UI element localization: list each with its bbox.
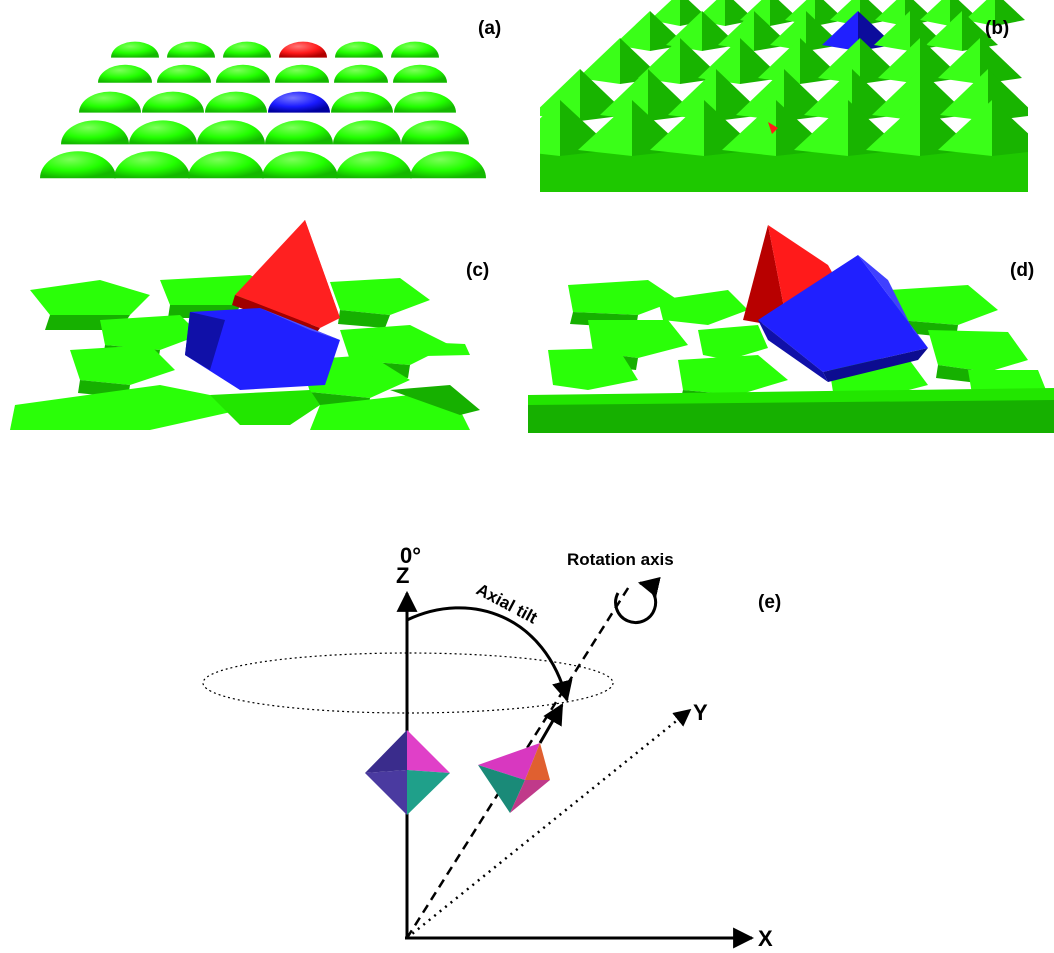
pyramid-face [872, 69, 920, 121]
pyramid-face [926, 11, 962, 51]
hemisphere [335, 41, 383, 58]
hemisphere [394, 91, 456, 113]
hemisphere [410, 151, 486, 179]
panel-a-label: (a) [478, 18, 502, 39]
tilt-direction-arrow [538, 703, 564, 744]
pyramid-array-image [540, 0, 1028, 192]
rotation-axis-line [405, 584, 632, 939]
pyramid-face [995, 0, 1025, 26]
pyramid-grid [540, 0, 1028, 156]
pyramid-face [698, 38, 740, 84]
y-axis [406, 708, 692, 939]
tilted-octahedron [478, 743, 550, 813]
hemisphere [334, 64, 388, 83]
pyramid-face [938, 38, 980, 84]
pyramid-face [650, 100, 704, 156]
rotation-circle-arrow [614, 576, 661, 624]
hemisphere [275, 64, 329, 83]
hemisphere [142, 91, 204, 113]
pyramid-face [666, 11, 702, 51]
hemisphere [262, 151, 338, 179]
hemisphere [401, 120, 469, 145]
hemisphere [393, 64, 447, 83]
hemisphere [265, 120, 333, 145]
hemisphere-grid [40, 41, 486, 179]
panel-a-hemispheres [40, 30, 510, 200]
panel-d-label: (d) [1010, 260, 1035, 281]
pyramid-base [540, 150, 1028, 192]
hemisphere [188, 151, 264, 179]
pyramid-face [822, 11, 858, 51]
x-axis-label: X [758, 926, 773, 951]
axial-tilt-arc [406, 606, 573, 703]
panel-d-fragments [528, 220, 1054, 433]
panel-c-fragments [10, 220, 496, 435]
panel-c-label: (c) [466, 260, 490, 281]
hemisphere [197, 120, 265, 145]
pyramid-face [962, 11, 998, 51]
panel-b-pyramids [540, 0, 1028, 192]
red-pyramid-tip [768, 122, 778, 134]
pyramid-face [874, 11, 910, 51]
pyramid-face [540, 100, 560, 156]
hemisphere [205, 91, 267, 113]
hemisphere [98, 64, 152, 83]
panel-e-label: (e) [758, 592, 781, 613]
hemisphere [333, 120, 401, 145]
green-fragments-d [528, 280, 1054, 433]
panel-e-axes-diagram: 0° Z X Y Axial tilt Rotation axis (e) [0, 515, 1054, 953]
z-axis-label: Z [396, 563, 409, 588]
hemisphere [114, 151, 190, 179]
hemisphere [391, 41, 439, 58]
hemisphere-array-image [40, 41, 486, 179]
hemisphere [336, 151, 412, 179]
hemisphere [331, 91, 393, 113]
pyramid-face [758, 38, 800, 84]
hemisphere [40, 151, 116, 179]
hemisphere [279, 41, 327, 58]
axes-diagram: 0° Z X Y Axial tilt Rotation axis (e) [202, 543, 781, 951]
pyramid-face [722, 100, 776, 156]
hemisphere [111, 41, 159, 58]
pyramid-face [794, 100, 848, 156]
fragments-image-d [528, 225, 1054, 433]
pyramid-face [875, 0, 905, 26]
fragments-image-c [10, 220, 480, 430]
pyramid-face [866, 100, 920, 156]
pyramid-face [940, 69, 988, 121]
pyramid-face [540, 69, 580, 121]
pyramid-face [938, 100, 992, 156]
blue-polyhedron-c [185, 308, 340, 390]
upright-octahedron [365, 730, 450, 815]
pyramid-face [965, 0, 995, 26]
pyramid-face [992, 100, 1028, 156]
panel-b-label: (b) [985, 18, 1010, 39]
hemisphere [61, 120, 129, 145]
pyramid-face [718, 11, 754, 51]
hemisphere [268, 91, 330, 113]
pyramid-face [578, 100, 632, 156]
hemisphere [157, 64, 211, 83]
hemisphere [216, 64, 270, 83]
angle-label: 0° [400, 543, 421, 568]
pyramid-face [878, 38, 920, 84]
rotation-axis-label: Rotation axis [567, 550, 674, 569]
pyramid-face [578, 38, 620, 84]
y-axis-label: Y [693, 700, 708, 725]
hemisphere [129, 120, 197, 145]
pyramid-face [920, 0, 950, 26]
blue-octahedron-d [758, 255, 928, 382]
hemisphere [79, 91, 141, 113]
hemisphere [223, 41, 271, 58]
hemisphere [167, 41, 215, 58]
